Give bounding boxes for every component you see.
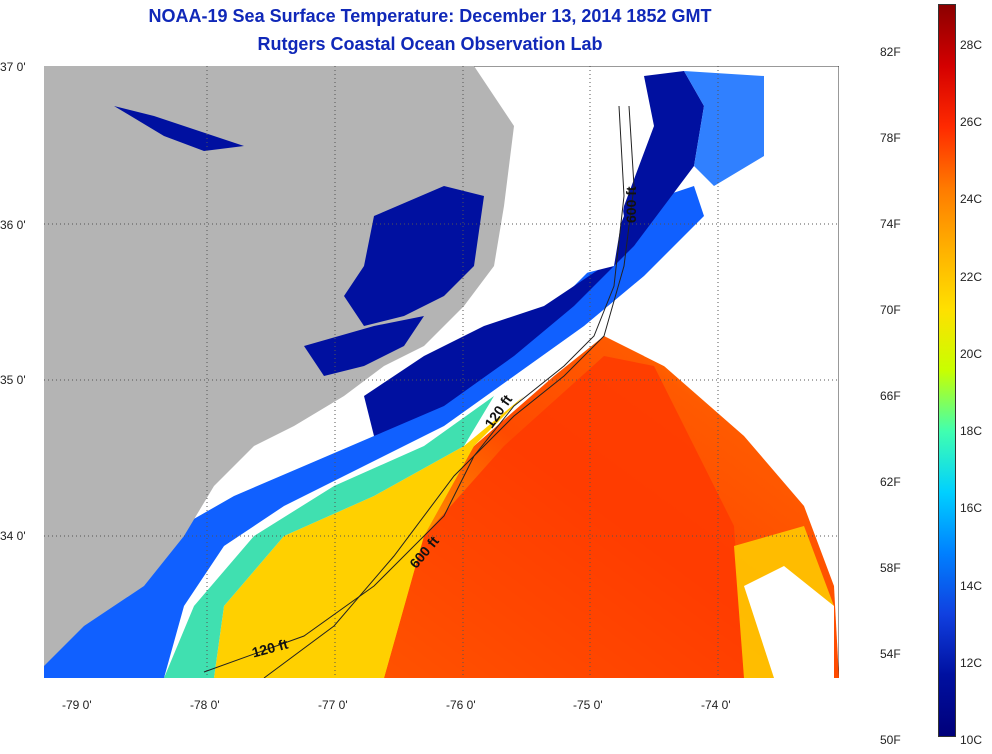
celsius-label: 28C [960,38,983,52]
celsius-label: 10C [960,733,983,747]
temperature-colorbar [938,4,956,737]
celsius-label: 14C [960,579,983,593]
celsius-label: 26C [960,115,983,129]
cloud-patch [744,566,834,678]
celsius-label: 20C [960,347,983,361]
lat-label: 35 0' [0,373,26,387]
celsius-label: 18C [960,424,983,438]
lon-label: -75 0' [573,698,603,712]
isobath-600ft [263,105,635,678]
nearshore-blue [684,71,764,186]
fahrenheit-label: 70F [880,303,901,317]
lat-label: 36 0' [0,218,26,232]
lat-label: 34 0' [0,529,26,543]
lon-label: -76 0' [446,698,476,712]
fahrenheit-label: 50F [880,733,901,747]
shelf-water-yellow [214,396,524,678]
isobath-120ft [203,105,625,673]
celsius-label: 24C [960,192,983,206]
fahrenheit-label: 74F [880,217,901,231]
celsius-label: 22C [960,270,983,284]
sst-map: 600 ft 120 ft 600 ft 120 ft [44,66,839,678]
fahrenheit-label: 78F [880,131,901,145]
lon-label: -78 0' [190,698,220,712]
celsius-label: 12C [960,656,983,670]
fahrenheit-label: 82F [880,45,901,59]
lon-label: -79 0' [62,698,92,712]
sound-water [344,186,484,326]
sound-water [114,106,244,151]
cold-coastal-water [44,186,704,678]
graticule [44,66,839,678]
fahrenheit-label: 58F [880,561,901,575]
fahrenheit-label: 66F [880,389,901,403]
lon-label: -77 0' [318,698,348,712]
map-title: NOAA-19 Sea Surface Temperature: Decembe… [148,6,712,26]
cloud-patch [554,76,654,276]
lat-label: 37 0' [0,60,26,74]
contour-label: 600 ft [623,186,639,223]
celsius-label: 16C [960,501,983,515]
cloud-patch [644,296,834,446]
fahrenheit-label: 62F [880,475,901,489]
lon-label: -74 0' [701,698,731,712]
shelf-water-green [164,396,494,678]
gulf-stream-core [384,356,744,678]
sound-water [304,316,424,376]
fahrenheit-label: 54F [880,647,901,661]
map-subtitle: Rutgers Coastal Ocean Observation Lab [257,34,603,54]
